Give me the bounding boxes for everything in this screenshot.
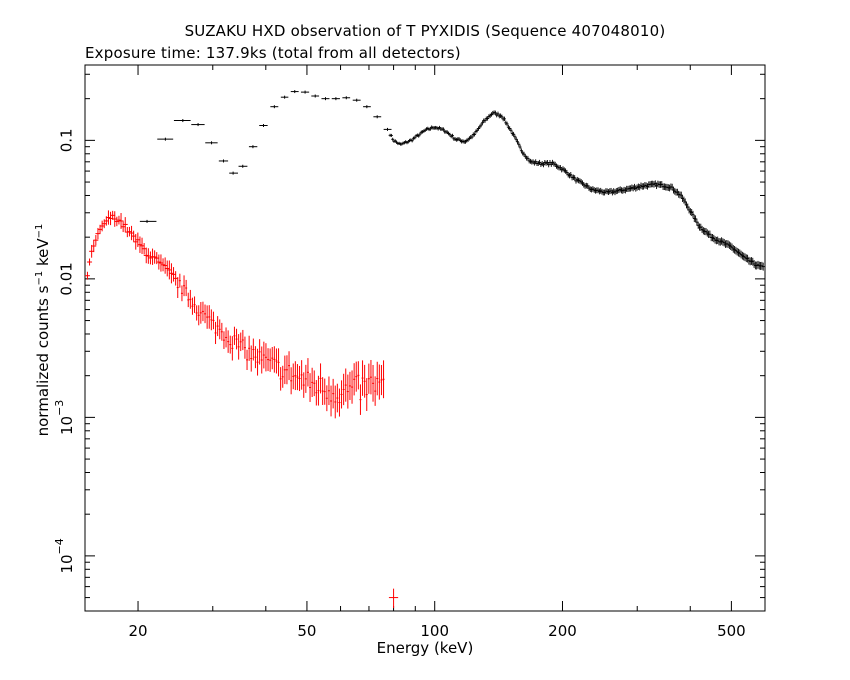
y-axis-label-sup1: −1 [34, 270, 45, 286]
tick-labels: 20 50 100 200 500 0.1 0.01 10−3 10−4 [53, 128, 746, 640]
y-tick-label: 0.1 [58, 128, 76, 152]
y-axis-label-mid: keV [34, 238, 52, 271]
series-hxd-pin-smooth [388, 110, 765, 271]
x-tick-label: 50 [297, 622, 316, 640]
chart-subtitle: Exposure time: 137.9ks (total from all d… [85, 44, 461, 62]
y-axis-label-prefix: normalized counts s [34, 285, 52, 437]
plot-frame [84, 64, 766, 612]
y-tick-label: 0.01 [58, 262, 76, 295]
x-axis-label: Energy (keV) [376, 639, 474, 657]
series-red-noise [84, 210, 385, 419]
chart-title: SUZAKU HXD observation of T PYXIDIS (Seq… [184, 22, 666, 40]
x-tick-label: 500 [717, 622, 746, 640]
x-tick-label: 20 [128, 622, 147, 640]
x-tick-label: 100 [420, 622, 449, 640]
axis-ticks [85, 65, 766, 612]
y-axis-label-sup2: −1 [34, 223, 45, 239]
y-tick-label: 10−4 [53, 538, 76, 573]
x-tick-label: 200 [548, 622, 577, 640]
series-points [139, 90, 399, 609]
y-axis-label: normalized counts s−1 keV−1 [34, 224, 52, 437]
y-tick-label: 10−3 [53, 400, 76, 435]
